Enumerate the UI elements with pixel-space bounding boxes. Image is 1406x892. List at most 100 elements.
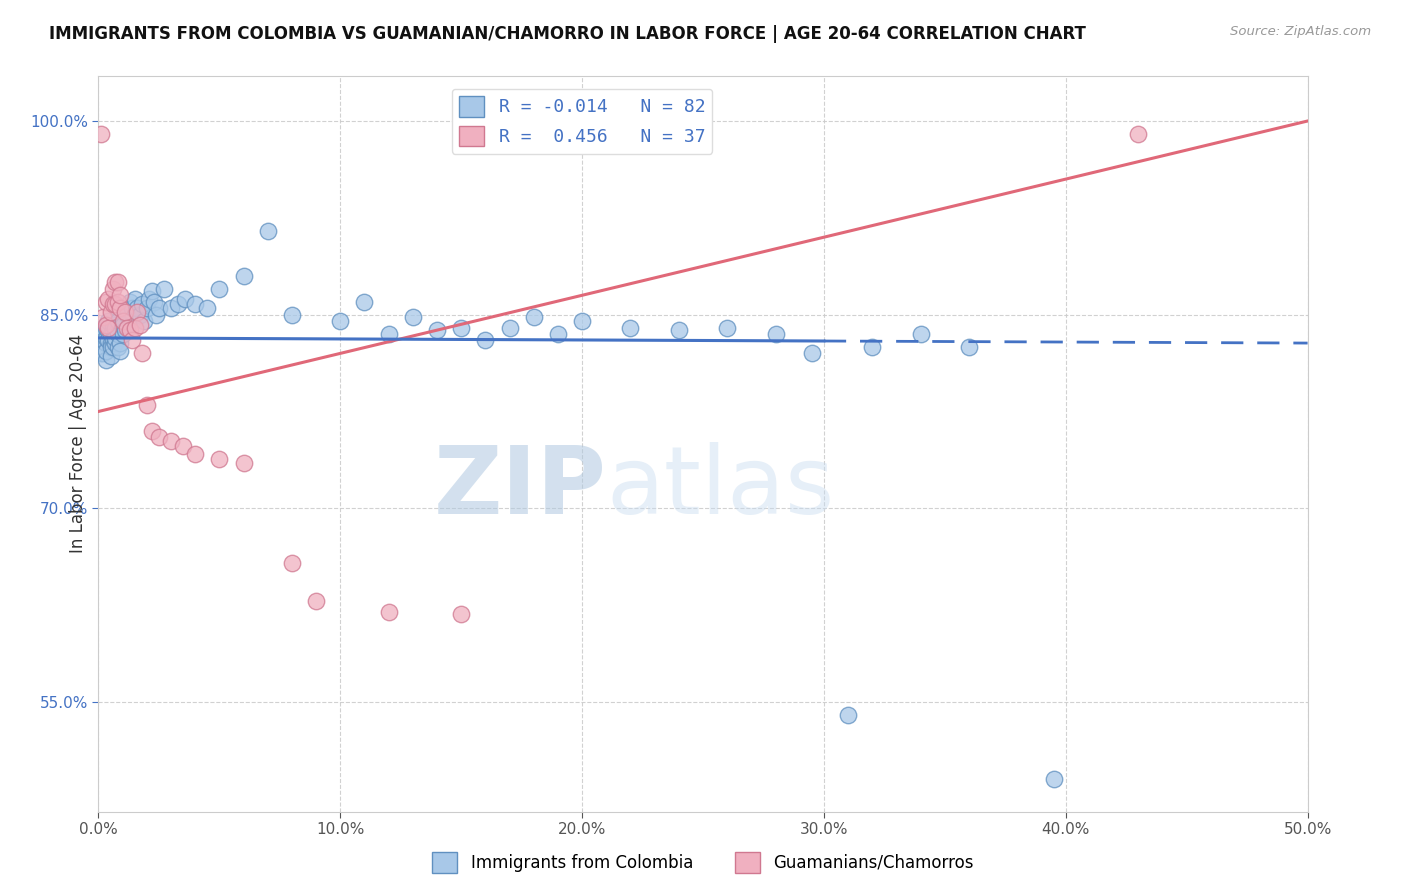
Point: [124, 320, 146, 334]
Point: [195, 301, 218, 316]
Point: [90, 336, 112, 351]
Point: [143, 294, 166, 309]
Point: [97, 292, 120, 306]
Point: [104, 331, 127, 345]
Point: [124, 292, 146, 306]
Point: [547, 326, 569, 341]
Point: [450, 607, 472, 622]
Point: [377, 605, 399, 619]
Point: [108, 288, 131, 302]
Point: [104, 297, 127, 311]
Point: [141, 424, 163, 438]
Point: [111, 326, 134, 341]
Point: [100, 336, 122, 351]
Point: [94, 331, 117, 345]
Point: [107, 326, 129, 341]
Point: [957, 340, 980, 354]
Point: [1128, 127, 1150, 141]
Point: [94, 352, 117, 367]
Point: [94, 320, 117, 334]
Point: [450, 320, 472, 334]
Point: [256, 224, 278, 238]
Point: [800, 346, 823, 360]
Point: [97, 323, 120, 337]
Point: [498, 320, 520, 334]
Point: [138, 292, 160, 306]
Point: [118, 294, 141, 309]
Point: [184, 297, 207, 311]
Point: [94, 343, 117, 358]
Legend: R = -0.014   N = 82, R =  0.456   N = 37: R = -0.014 N = 82, R = 0.456 N = 37: [451, 88, 713, 153]
Point: [104, 276, 127, 290]
Point: [184, 447, 207, 461]
Point: [97, 320, 120, 334]
Point: [281, 556, 304, 570]
Point: [107, 294, 129, 309]
Legend: Immigrants from Colombia, Guamanians/Chamorros: Immigrants from Colombia, Guamanians/Cha…: [426, 846, 980, 880]
Point: [100, 326, 122, 341]
Text: ZIP: ZIP: [433, 442, 606, 534]
Point: [104, 336, 127, 351]
Point: [108, 336, 131, 351]
Point: [100, 340, 122, 354]
Point: [426, 323, 449, 337]
Point: [172, 439, 194, 453]
Point: [160, 301, 183, 316]
Point: [910, 326, 932, 341]
Point: [91, 346, 114, 360]
Point: [101, 318, 124, 332]
Point: [117, 320, 139, 334]
Point: [232, 456, 254, 470]
Point: [91, 326, 114, 341]
Point: [135, 398, 157, 412]
Point: [100, 349, 122, 363]
Point: [90, 346, 112, 360]
Point: [97, 318, 120, 332]
Point: [128, 318, 150, 332]
Point: [145, 308, 167, 322]
Point: [208, 452, 231, 467]
Point: [90, 127, 112, 141]
Point: [474, 334, 496, 348]
Point: [402, 310, 425, 325]
Point: [232, 268, 254, 283]
Point: [128, 308, 150, 322]
Point: [127, 305, 149, 319]
Point: [97, 334, 120, 348]
Point: [131, 346, 153, 360]
Point: [1042, 772, 1064, 787]
Point: [131, 297, 153, 311]
Point: [111, 314, 134, 328]
Point: [121, 301, 143, 316]
Point: [619, 320, 641, 334]
Point: [127, 301, 149, 316]
Point: [91, 310, 114, 325]
Point: [107, 340, 129, 354]
Point: [134, 314, 156, 328]
Point: [141, 285, 163, 299]
Point: [100, 305, 122, 319]
Point: [160, 434, 183, 449]
Text: IMMIGRANTS FROM COLOMBIA VS GUAMANIAN/CHAMORRO IN LABOR FORCE | AGE 20-64 CORREL: IMMIGRANTS FROM COLOMBIA VS GUAMANIAN/CH…: [49, 25, 1085, 43]
Point: [377, 326, 399, 341]
Point: [90, 331, 112, 345]
Point: [101, 282, 124, 296]
Point: [114, 323, 136, 337]
Point: [860, 340, 883, 354]
Point: [329, 314, 352, 328]
Point: [104, 326, 127, 341]
Point: [111, 318, 134, 332]
Point: [101, 323, 124, 337]
Point: [117, 308, 139, 322]
Point: [167, 297, 190, 311]
Point: [152, 282, 174, 296]
Point: [91, 320, 114, 334]
Point: [94, 336, 117, 351]
Point: [837, 707, 859, 722]
Point: [101, 340, 124, 354]
Point: [716, 320, 738, 334]
Point: [571, 314, 593, 328]
Point: [121, 334, 143, 348]
Point: [765, 326, 787, 341]
Point: [148, 430, 170, 444]
